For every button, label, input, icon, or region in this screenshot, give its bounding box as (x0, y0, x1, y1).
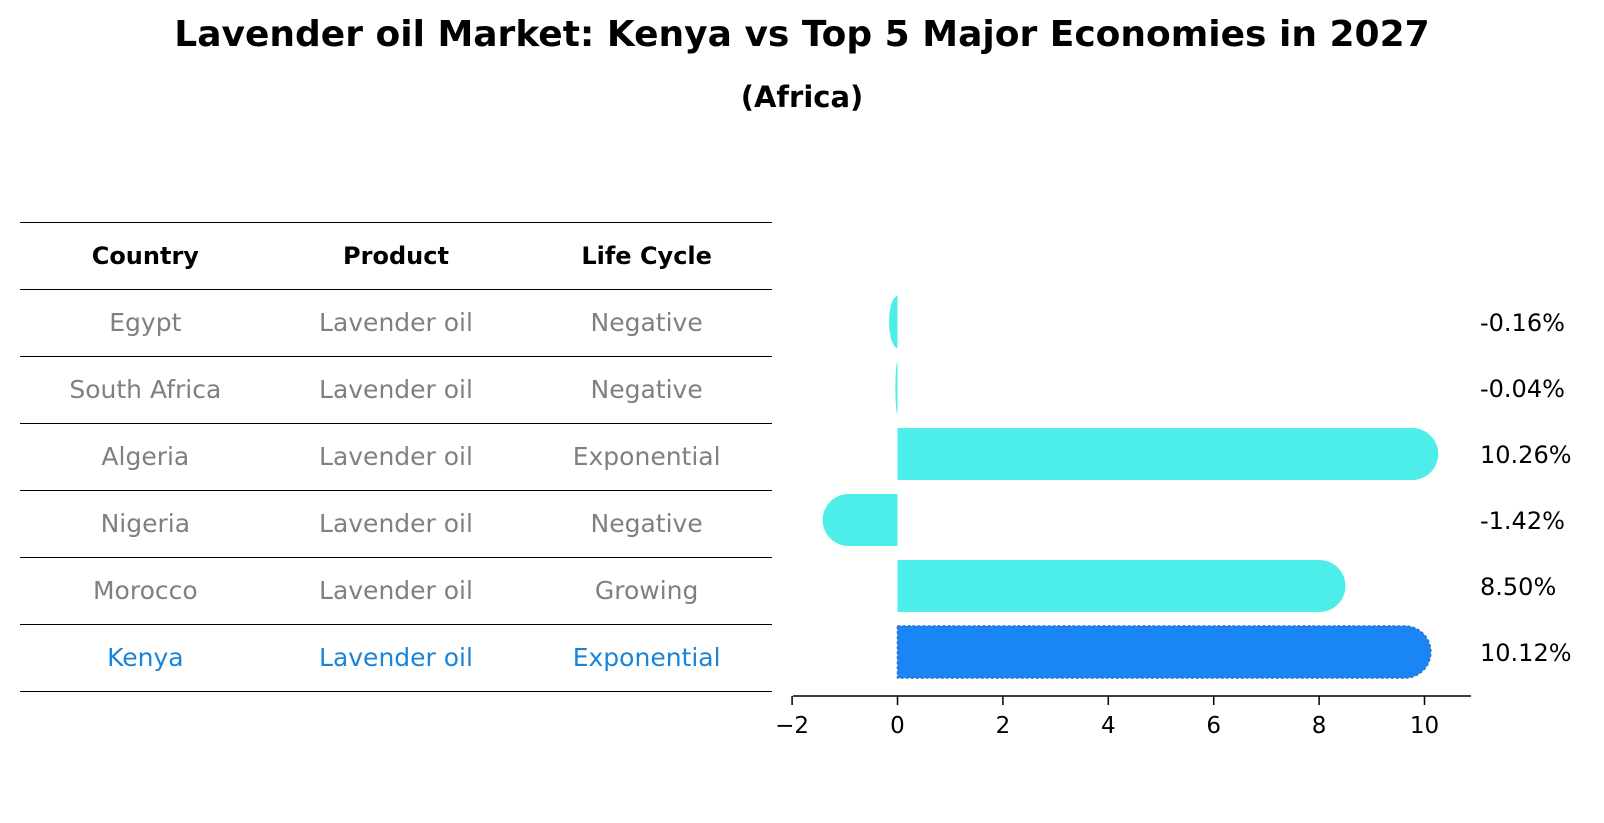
country-cell: Algeria (101, 442, 190, 471)
bar (895, 362, 898, 414)
bar (889, 296, 898, 348)
product-cell: Lavender oil (319, 308, 473, 337)
x-tick-label: 4 (1101, 713, 1116, 739)
header-country: Country (91, 242, 199, 270)
country-cell: Morocco (92, 576, 198, 605)
bar (897, 428, 1439, 480)
product-cell: Lavender oil (319, 643, 473, 672)
life-cycle-cell: Negative (590, 509, 703, 538)
product-cell: Lavender oil (319, 509, 473, 538)
country-cell: Egypt (109, 308, 182, 337)
data-table: Country Product Life Cycle Egypt Lavende… (20, 222, 772, 692)
bar-value-label: -1.42% (1480, 507, 1565, 535)
bar-value-label: -0.16% (1480, 309, 1565, 337)
life-cycle-cell: Exponential (572, 643, 721, 672)
bar-value-label: 10.12% (1480, 639, 1572, 667)
table-row: Egypt Lavender oil Negative (20, 289, 772, 356)
x-tick-label: 8 (1312, 713, 1327, 739)
header-product: Product (343, 242, 449, 270)
life-cycle-cell: Negative (590, 308, 703, 337)
table-row: Algeria Lavender oil Exponential (20, 423, 772, 490)
bar-value-label: 10.26% (1480, 441, 1572, 469)
chart-subtitle: (Africa) (740, 80, 864, 114)
table-row-highlight: Kenya Lavender oil Exponential (20, 624, 772, 692)
life-cycle-cell: Exponential (572, 442, 721, 471)
x-tick-label: 6 (1206, 713, 1221, 739)
product-cell: Lavender oil (319, 576, 473, 605)
x-tick-label: 0 (890, 713, 905, 739)
country-cell: Nigeria (100, 509, 191, 538)
table-row: Nigeria Lavender oil Negative (20, 490, 772, 557)
header-life-cycle: Life Cycle (581, 242, 712, 270)
bar-value-label: 8.50% (1480, 573, 1556, 601)
product-cell: Lavender oil (319, 442, 473, 471)
country-cell: South Africa (69, 375, 222, 404)
bar (897, 560, 1346, 612)
country-cell: Kenya (107, 643, 184, 672)
bar-value-label: -0.04% (1480, 375, 1565, 403)
life-cycle-cell: Growing (594, 576, 699, 605)
bar-highlight (896, 625, 1432, 679)
x-tick-label: −2 (775, 713, 809, 739)
table-header-row: Country Product Life Cycle (20, 222, 772, 289)
bar (822, 494, 898, 546)
life-cycle-cell: Negative (590, 375, 703, 404)
table-row: Morocco Lavender oil Growing (20, 557, 772, 624)
x-tick-label: 10 (1410, 713, 1439, 739)
table-row: South Africa Lavender oil Negative (20, 356, 772, 423)
product-cell: Lavender oil (319, 375, 473, 404)
chart-title: Lavender oil Market: Kenya vs Top 5 Majo… (174, 14, 1430, 55)
x-tick-label: 2 (996, 713, 1011, 739)
